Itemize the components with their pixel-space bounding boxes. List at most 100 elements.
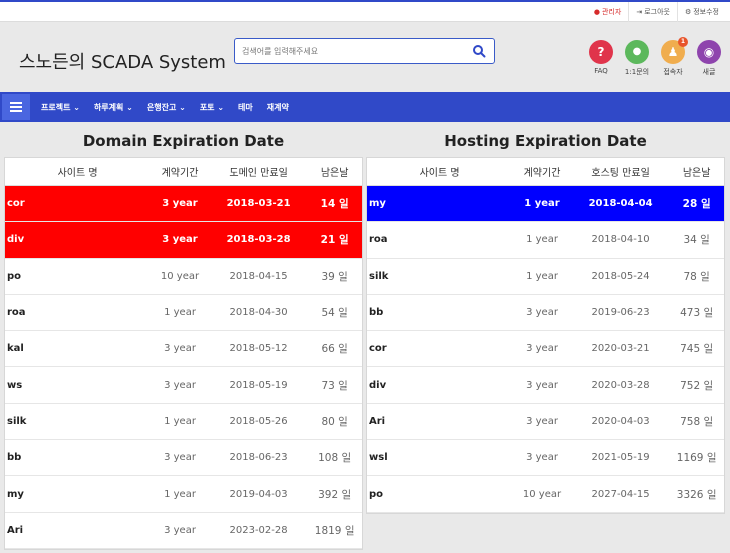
- site-name-cell[interactable]: silk: [369, 270, 389, 282]
- admin-link[interactable]: ● 관리자: [587, 2, 628, 22]
- nav-item-theme[interactable]: 테마: [238, 102, 253, 112]
- table-row[interactable]: Ari 3 year 2023-02-28 1819 일: [5, 513, 362, 549]
- site-name-cell[interactable]: roa: [369, 234, 388, 246]
- nav-item-photo[interactable]: 포토 ⌄: [199, 102, 225, 112]
- expiry-date-cell: 2019-04-03: [229, 488, 288, 500]
- site-name-cell[interactable]: cor: [7, 198, 25, 210]
- profile-edit-link[interactable]: ⚙ 정보수정: [676, 2, 726, 22]
- nav-item-renewal[interactable]: 재계약: [266, 102, 289, 112]
- table-row[interactable]: ws 3 year 2018-05-19 73 일: [5, 367, 362, 404]
- hosting-panel-title: Hosting Expiration Date: [444, 132, 647, 150]
- term-cell: 3 year: [164, 452, 196, 464]
- column-header-days-left: 남은날: [320, 168, 349, 179]
- days-left-cell: 39 일: [321, 270, 348, 283]
- table-row[interactable]: silk 1 year 2018-05-24 78 일: [367, 259, 724, 295]
- hosting-table-header: 사이트 명 계약기간 호스팅 만료일 남은날: [367, 158, 724, 186]
- hamburger-icon: [10, 102, 22, 112]
- term-cell: 1 year: [164, 307, 196, 319]
- site-name-cell[interactable]: Ari: [369, 415, 386, 427]
- days-left-cell: 66 일: [321, 343, 348, 356]
- days-left-cell: 73 일: [321, 379, 348, 392]
- table-row[interactable]: bb 3 year 2019-06-23 473 일: [367, 295, 724, 332]
- table-row[interactable]: cor 3 year 2018-03-21 14 일: [5, 186, 362, 223]
- search-input[interactable]: [242, 43, 462, 59]
- visitors-button[interactable]: ♟ 1 접속자: [655, 37, 691, 77]
- new-posts-label: 새글: [702, 68, 716, 76]
- site-name-cell[interactable]: bb: [369, 307, 384, 319]
- site-name-cell[interactable]: div: [7, 234, 25, 246]
- expiry-date-cell: 2018-04-30: [229, 307, 288, 319]
- nav-item-bank-balance[interactable]: 은행잔고 ⌄: [146, 102, 186, 112]
- hosting-expiration-table: 사이트 명 계약기간 호스팅 만료일 남은날 my 1 year 2018-04-0…: [366, 157, 725, 514]
- expiry-date-cell: 2018-05-12: [229, 343, 288, 355]
- gear-icon: ⚙: [684, 8, 692, 16]
- site-name-cell[interactable]: po: [7, 270, 22, 282]
- expiry-date-cell: 2018-04-15: [229, 270, 288, 282]
- site-name-cell[interactable]: po: [369, 488, 384, 500]
- table-row[interactable]: Ari 3 year 2020-04-03 758 일: [367, 404, 724, 441]
- term-cell: 3 year: [164, 343, 196, 355]
- table-row[interactable]: roa 1 year 2018-04-10 34 일: [367, 222, 724, 259]
- expiry-date-cell: 2020-03-28: [591, 379, 650, 391]
- domain-table-body: cor 3 year 2018-03-21 14 일 div 3 year 2018-03-…: [5, 186, 362, 549]
- main-nav-bar: 프로젝트 ⌄ 하루계획 ⌄ 은행잔고 ⌄ 포토 ⌄ 테마 재계약: [0, 92, 730, 122]
- domain-table-header: 사이트 명 계약기간 도메인 만료일 남은날: [5, 158, 362, 186]
- term-cell: 1 year: [164, 488, 196, 500]
- expiry-date-cell: 2021-05-19: [591, 452, 650, 464]
- column-header-days-left: 남은날: [682, 168, 711, 179]
- hamburger-menu-button[interactable]: [2, 94, 30, 120]
- inquiry-button[interactable]: ● 1:1문의: [619, 40, 655, 77]
- new-posts-button[interactable]: ◉ 새글: [691, 40, 727, 77]
- site-name-cell[interactable]: my: [369, 198, 386, 210]
- faq-label: FAQ: [594, 67, 608, 75]
- term-cell: 10 year: [160, 270, 200, 282]
- nav-item-project[interactable]: 프로젝트 ⌄: [41, 102, 80, 112]
- expiry-date-cell: 2020-04-03: [591, 415, 650, 427]
- site-name-cell[interactable]: div: [369, 379, 387, 391]
- expiry-date-cell: 2018-03-21: [226, 198, 291, 210]
- days-left-cell: 1819 일: [314, 524, 355, 537]
- table-row[interactable]: div 3 year 2018-03-28 21 일: [5, 222, 362, 259]
- site-name-cell[interactable]: roa: [7, 307, 26, 319]
- expiry-date-cell: 2018-06-23: [229, 452, 288, 464]
- site-name-cell[interactable]: silk: [7, 415, 27, 427]
- days-left-cell: 752 일: [680, 379, 714, 392]
- site-name-cell[interactable]: wsl: [369, 452, 388, 464]
- search-icon[interactable]: [472, 44, 486, 58]
- site-name-cell[interactable]: cor: [369, 343, 387, 355]
- days-left-cell: 392 일: [318, 488, 352, 501]
- search-box: [234, 38, 495, 64]
- nav-item-daily-plan[interactable]: 하루계획 ⌄: [93, 102, 133, 112]
- site-name-cell[interactable]: my: [7, 488, 24, 500]
- domain-panel-title: Domain Expiration Date: [82, 132, 285, 150]
- table-row[interactable]: kal 3 year 2018-05-12 66 일: [5, 331, 362, 368]
- table-row[interactable]: silk 1 year 2018-05-26 80 일: [5, 404, 362, 441]
- site-name-cell[interactable]: kal: [7, 343, 24, 355]
- site-name-cell[interactable]: bb: [7, 452, 22, 464]
- table-row[interactable]: po 10 year 2018-04-15 39 일: [5, 259, 362, 295]
- term-cell: 3 year: [526, 307, 558, 319]
- days-left-cell: 758 일: [680, 415, 714, 428]
- term-cell: 3 year: [164, 524, 196, 536]
- site-name-cell[interactable]: ws: [7, 379, 23, 391]
- table-row[interactable]: bb 3 year 2018-06-23 108 일: [5, 440, 362, 477]
- table-row[interactable]: cor 3 year 2020-03-21 745 일: [367, 331, 724, 368]
- table-row[interactable]: wsl 3 year 2021-05-19 1169 일: [367, 440, 724, 477]
- profile-edit-link-label: 정보수정: [693, 8, 719, 16]
- logout-link[interactable]: ⇥ 로그아웃: [628, 2, 677, 22]
- table-row[interactable]: div 3 year 2020-03-28 752 일: [367, 367, 724, 404]
- table-row[interactable]: roa 1 year 2018-04-30 54 일: [5, 295, 362, 332]
- site-name-cell[interactable]: Ari: [7, 524, 24, 536]
- user-icon: ●: [593, 8, 600, 16]
- column-header-domain-expiry: 도메인 만료일: [229, 168, 288, 179]
- term-cell: 3 year: [162, 234, 198, 246]
- visitors-label: 접속자: [663, 68, 683, 76]
- expiry-date-cell: 2018-03-28: [226, 234, 291, 246]
- faq-button[interactable]: ? FAQ: [583, 40, 619, 75]
- table-row[interactable]: po 10 year 2027-04-15 3326 일: [367, 476, 724, 513]
- table-row[interactable]: my 1 year 2019-04-03 392 일: [5, 476, 362, 513]
- logout-link-label: 로그아웃: [644, 8, 670, 16]
- site-logo-title[interactable]: 스노든의 SCADA System: [19, 52, 226, 73]
- table-row[interactable]: my 1 year 2018-04-04 28 일: [367, 186, 724, 223]
- column-header-term: 계약기간: [161, 168, 199, 179]
